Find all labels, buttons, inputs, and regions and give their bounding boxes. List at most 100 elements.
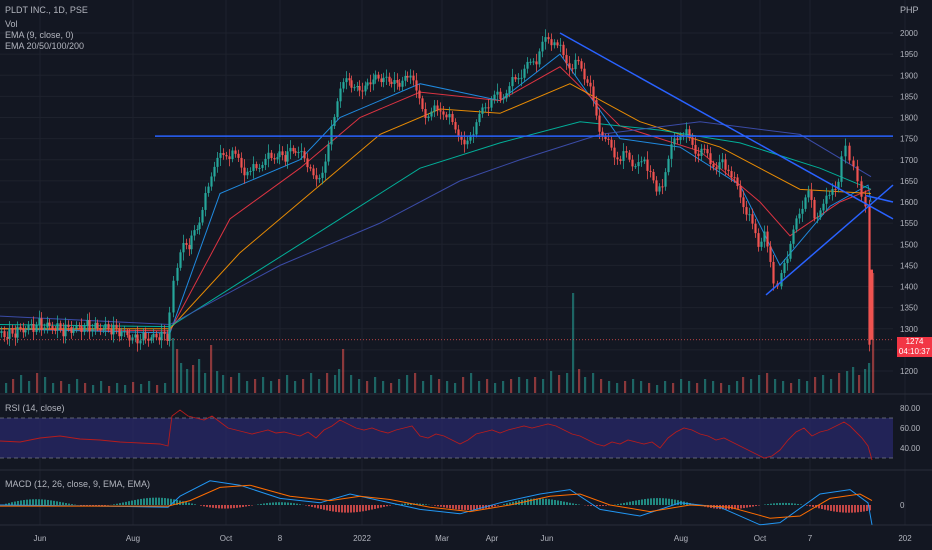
candle-body xyxy=(142,332,145,341)
volume-bar xyxy=(60,381,63,393)
macd-histogram-bar xyxy=(476,505,478,510)
candle-body xyxy=(547,37,550,40)
volume-bar xyxy=(92,385,95,393)
macd-histogram-bar xyxy=(557,500,559,505)
macd-histogram-bar xyxy=(587,505,589,506)
volume-bar xyxy=(108,386,111,393)
candle-body xyxy=(801,208,804,214)
candle-body xyxy=(198,222,201,230)
macd-histogram-bar xyxy=(41,499,43,505)
volume-bar xyxy=(116,383,119,393)
macd-legend[interactable]: MACD (12, 26, close, 9, EMA, EMA) xyxy=(5,479,151,489)
vol-legend[interactable]: Vol xyxy=(5,19,18,29)
macd-histogram-bar xyxy=(575,503,577,505)
volume-bar xyxy=(286,375,289,393)
candle-body xyxy=(249,170,252,172)
ema-multi-legend[interactable]: EMA 20/50/100/200 xyxy=(5,41,85,51)
macd-histogram-bar xyxy=(446,505,448,508)
candle-body xyxy=(369,82,372,85)
macd-histogram-bar xyxy=(257,504,259,505)
macd-histogram-bar xyxy=(638,499,640,505)
candle-body xyxy=(155,333,158,338)
macd-histogram-bar xyxy=(455,505,457,510)
macd-histogram-bar xyxy=(836,505,838,512)
ema-line xyxy=(0,83,872,330)
candle-body xyxy=(258,167,261,169)
macd-histogram-bar xyxy=(383,505,385,507)
macd-histogram-bar xyxy=(11,502,13,505)
macd-histogram-bar xyxy=(665,498,667,505)
volume-bar xyxy=(430,375,433,393)
candle-body xyxy=(147,338,150,341)
trendline[interactable] xyxy=(559,32,894,220)
macd-histogram-bar xyxy=(488,505,490,508)
volume-bar xyxy=(350,375,353,393)
candle-body xyxy=(628,152,631,160)
candle-body xyxy=(136,334,139,344)
volume-bar xyxy=(872,273,875,393)
volume-bar xyxy=(790,383,793,393)
volume-bar xyxy=(172,338,175,393)
candle-body xyxy=(286,151,289,162)
candle-body xyxy=(760,241,763,247)
candle-body xyxy=(792,229,795,244)
time-tick-label: Oct xyxy=(754,534,767,543)
volume-bar xyxy=(736,381,739,393)
macd-histogram-bar xyxy=(374,505,376,509)
macd-histogram-bar xyxy=(68,503,70,505)
volume-bar xyxy=(390,383,393,393)
volume-bar xyxy=(616,383,619,393)
volume-bar xyxy=(366,381,369,393)
candle-body xyxy=(490,99,493,108)
candle-body xyxy=(107,323,110,330)
candle-body xyxy=(715,167,718,170)
candle-body xyxy=(640,161,643,163)
macd-histogram-bar xyxy=(278,502,280,505)
volume-bar xyxy=(648,383,651,393)
trendline[interactable] xyxy=(765,184,894,296)
volume-bar xyxy=(558,375,561,393)
candle-body xyxy=(757,233,760,247)
candle-body xyxy=(822,203,825,211)
time-tick-label: 8 xyxy=(278,534,283,543)
time-tick-label: Aug xyxy=(674,534,688,543)
volume-bar xyxy=(76,379,79,393)
candle-body xyxy=(508,86,511,94)
macd-histogram-bar xyxy=(482,505,484,509)
rsi-legend[interactable]: RSI (14, close) xyxy=(5,403,65,413)
volume-bar xyxy=(830,379,833,393)
macd-histogram-bar xyxy=(623,502,625,505)
candle-body xyxy=(700,148,703,156)
macd-histogram-bar xyxy=(620,503,622,505)
macd-histogram-bar xyxy=(269,502,271,505)
volume-bar xyxy=(358,379,361,393)
macd-histogram-bar xyxy=(605,505,607,506)
volume-bar xyxy=(186,369,189,393)
macd-histogram-bar xyxy=(32,499,34,505)
candle-body xyxy=(475,122,478,135)
macd-histogram-bar xyxy=(203,505,205,507)
candle-body xyxy=(333,117,336,127)
candle-body xyxy=(88,320,91,332)
macd-histogram-bar xyxy=(731,505,733,510)
macd-histogram-bar xyxy=(191,503,193,505)
candle-body xyxy=(837,181,840,190)
candle-body xyxy=(234,150,237,154)
trendline[interactable] xyxy=(865,194,894,203)
candle-body xyxy=(327,144,330,162)
macd-histogram-bar xyxy=(281,502,283,505)
macd-histogram-bar xyxy=(293,503,295,505)
macd-histogram-bar xyxy=(287,502,289,505)
ema9-legend[interactable]: EMA (9, close, 0) xyxy=(5,30,74,40)
candle-body xyxy=(222,152,225,156)
candle-body xyxy=(264,158,267,165)
macd-histogram-bar xyxy=(839,505,841,513)
candle-body xyxy=(3,331,6,338)
candle-body xyxy=(844,145,847,157)
volume-bar xyxy=(858,375,861,393)
volume-bar xyxy=(852,367,855,393)
candle-body xyxy=(54,329,57,331)
macd-histogram-bar xyxy=(389,505,391,506)
macd-histogram-bar xyxy=(590,505,592,506)
